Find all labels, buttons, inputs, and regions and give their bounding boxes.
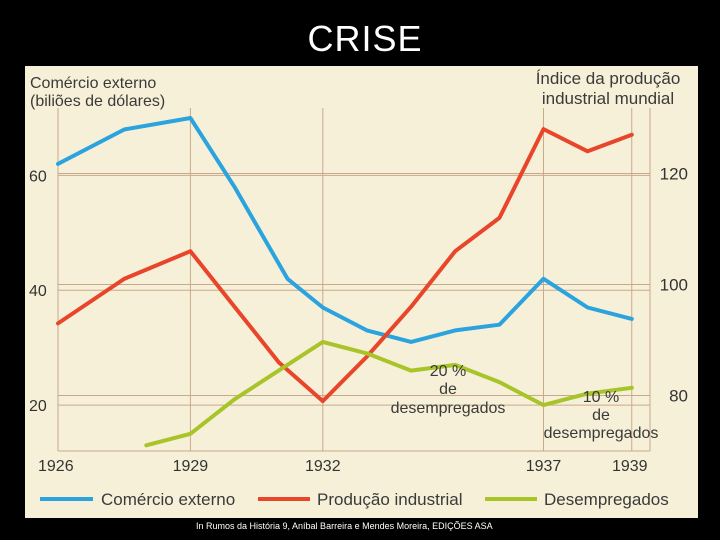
series-line-desempregados-point-11	[631, 387, 633, 389]
series-line-desempregados-point-3	[278, 370, 280, 372]
series-line-comercio-externo-point-5	[322, 306, 324, 308]
legend-label-desempregados: Desempregados	[544, 490, 669, 509]
series-line-comercio-externo-point-3	[234, 186, 236, 188]
left-tick-label-60: 60	[29, 168, 47, 185]
series-line-desempregados-point-9	[542, 404, 544, 406]
axis-ticks: 20 40 60 80 100 120 1926 1929 1932 1937 1939	[29, 165, 688, 476]
series-line-comercio-externo-point-0	[57, 163, 59, 165]
series-line-comercio-externo-point-12	[631, 318, 633, 320]
series-line-producao-industrial-point-12	[631, 134, 633, 136]
series-line-producao-industrial-point-10	[542, 128, 544, 130]
annotation-1-line2: de	[439, 381, 457, 398]
chart-panel: Comércio externo (biliões de dólares) Ín…	[25, 66, 698, 518]
right-axis-label-line1: Índice da produção	[536, 69, 681, 88]
right-axis-label-line2: industrial mundial	[542, 89, 674, 108]
left-tick-label-40: 40	[29, 283, 47, 300]
series-line-comercio-externo-point-4	[287, 278, 289, 280]
annotation-1-line1: 20 %	[430, 363, 466, 380]
series-line-producao-industrial-point-8	[454, 250, 456, 252]
series-line-comercio-externo-point-9	[498, 324, 500, 326]
series-line-comercio-externo-point-8	[454, 329, 456, 331]
left-axis-label-line2: (biliões de dólares)	[30, 93, 165, 110]
series-line-desempregados-point-2	[234, 398, 236, 400]
slide-title: CRISE	[307, 18, 423, 59]
x-tick-label-1929: 1929	[173, 458, 209, 475]
series-line-desempregados-point-5	[366, 352, 368, 354]
right-tick-label-100: 100	[660, 276, 688, 295]
series-line-desempregados-point-4	[322, 341, 324, 343]
series-line-comercio-externo-point-6	[366, 329, 368, 331]
series-line-producao-industrial-point-4	[278, 361, 280, 363]
series-line-desempregados-point-7	[454, 364, 456, 366]
series-line-producao-industrial-point-7	[410, 306, 412, 308]
series-line-comercio-externo	[56, 116, 634, 344]
series-line-producao-industrial-point-2	[189, 250, 191, 252]
legend-label-comercio: Comércio externo	[101, 490, 235, 509]
annotation-1-line3: desempregados	[391, 400, 506, 417]
series-line-producao-industrial-point-0	[57, 322, 59, 324]
series-lines	[56, 116, 634, 448]
series-line-producao-industrial-point-11	[587, 150, 589, 152]
annotation-10-percent: 10 % de desempregados	[544, 389, 659, 442]
series-line-desempregados-point-1	[189, 433, 191, 435]
series-line-producao-industrial-point-3	[234, 306, 236, 308]
legend: Comércio externo Produção industrial Des…	[40, 490, 669, 509]
series-line-producao-industrial-point-1	[123, 278, 125, 280]
left-tick-label-20: 20	[29, 398, 47, 415]
series-line-desempregados-point-6	[410, 370, 412, 372]
annotation-2-line2: de	[592, 407, 610, 424]
series-line-producao-industrial-point-6	[366, 356, 368, 358]
series-line-producao-industrial-point-9	[498, 217, 500, 219]
x-tick-label-1937: 1937	[526, 458, 562, 475]
right-tick-label-120: 120	[660, 165, 688, 184]
right-tick-label-80: 80	[669, 387, 688, 406]
series-line-comercio-externo-point-10	[542, 278, 544, 280]
left-axis-label-line1: Comércio externo	[30, 75, 156, 92]
series-line-comercio-externo-point-7	[410, 341, 412, 343]
series-line-desempregados-point-10	[587, 393, 589, 395]
series-line-comercio-externo-point-1	[123, 128, 125, 130]
x-tick-label-1932: 1932	[305, 458, 341, 475]
series-line-producao-industrial-point-5	[322, 400, 324, 402]
series-line-comercio-externo-point-11	[587, 306, 589, 308]
annotation-2-line1: 10 %	[583, 389, 619, 406]
annotation-2-line3: desempregados	[544, 425, 659, 442]
legend-label-producao: Produção industrial	[317, 490, 463, 509]
series-line-producao-industrial	[56, 127, 634, 404]
series-line-desempregados-point-0	[145, 444, 147, 446]
series-line-comercio-externo-point-2	[189, 117, 191, 119]
line-chart: Comércio externo (biliões de dólares) Ín…	[29, 69, 688, 509]
x-tick-label-1926: 1926	[38, 458, 74, 475]
x-tick-label-1939: 1939	[612, 458, 648, 475]
source-credit: In Rumos da História 9, Aníbal Barreira …	[196, 521, 493, 531]
annotation-20-percent: 20 % de desempregados	[391, 363, 506, 417]
series-line-desempregados	[144, 339, 634, 448]
series-line-desempregados-point-8	[498, 381, 500, 383]
